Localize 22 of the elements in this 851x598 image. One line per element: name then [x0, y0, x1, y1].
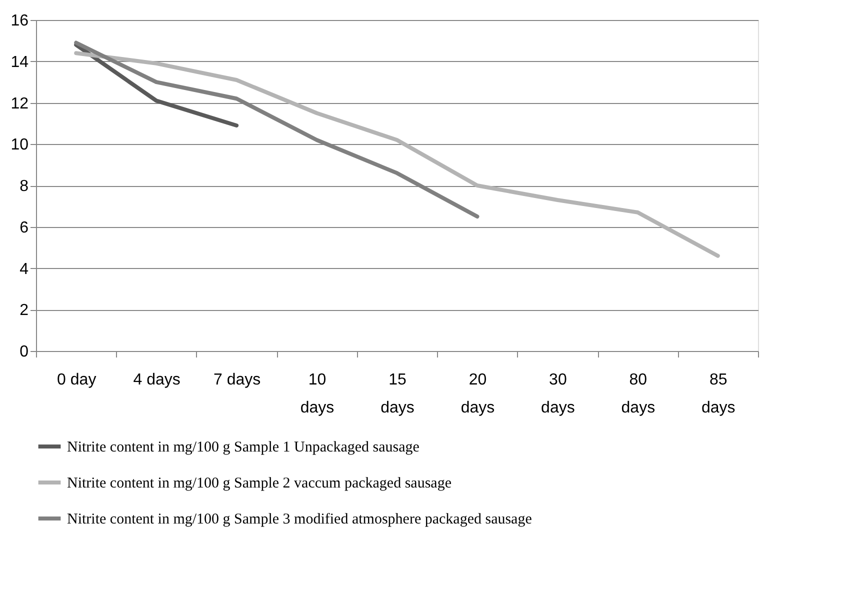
y-tick-label: 2 — [20, 302, 29, 320]
y-tick-label: 8 — [20, 178, 29, 195]
y-tick-label: 0 — [20, 344, 29, 360]
x-tick-label: 4 days — [133, 372, 180, 388]
y-tick-label: 12 — [10, 95, 29, 112]
x-tick-label: 7 days — [213, 372, 261, 388]
y-tick-label: 14 — [10, 54, 29, 71]
line-series — [74, 51, 720, 258]
x-tick-label: 80 days — [621, 372, 656, 416]
y-tick-label: 4 — [20, 260, 29, 278]
x-tick-label: 0 day — [57, 372, 96, 388]
x-tick-label: 15 days — [380, 372, 414, 416]
y-tick-label: 6 — [20, 219, 29, 236]
x-tick-label: 10 days — [300, 372, 334, 416]
y-tick-label: 10 — [10, 136, 29, 154]
legend-label: Nitrite content in mg/100 g Sample 3 modified atmosphere packaged sausage — [67, 512, 532, 528]
x-tick-label: 30 days — [541, 372, 575, 416]
x-tick-label: 85 days — [701, 372, 736, 416]
legend-label: Nitrite content in mg/100 g Sample 1 Unpackaged sausage — [67, 440, 420, 456]
y-tick-label: 16 — [10, 12, 29, 30]
legend-label: Nitrite content in mg/100 g Sample 2 vaccum packaged sausage — [67, 476, 452, 492]
x-tick-label: 20 days — [460, 372, 495, 416]
